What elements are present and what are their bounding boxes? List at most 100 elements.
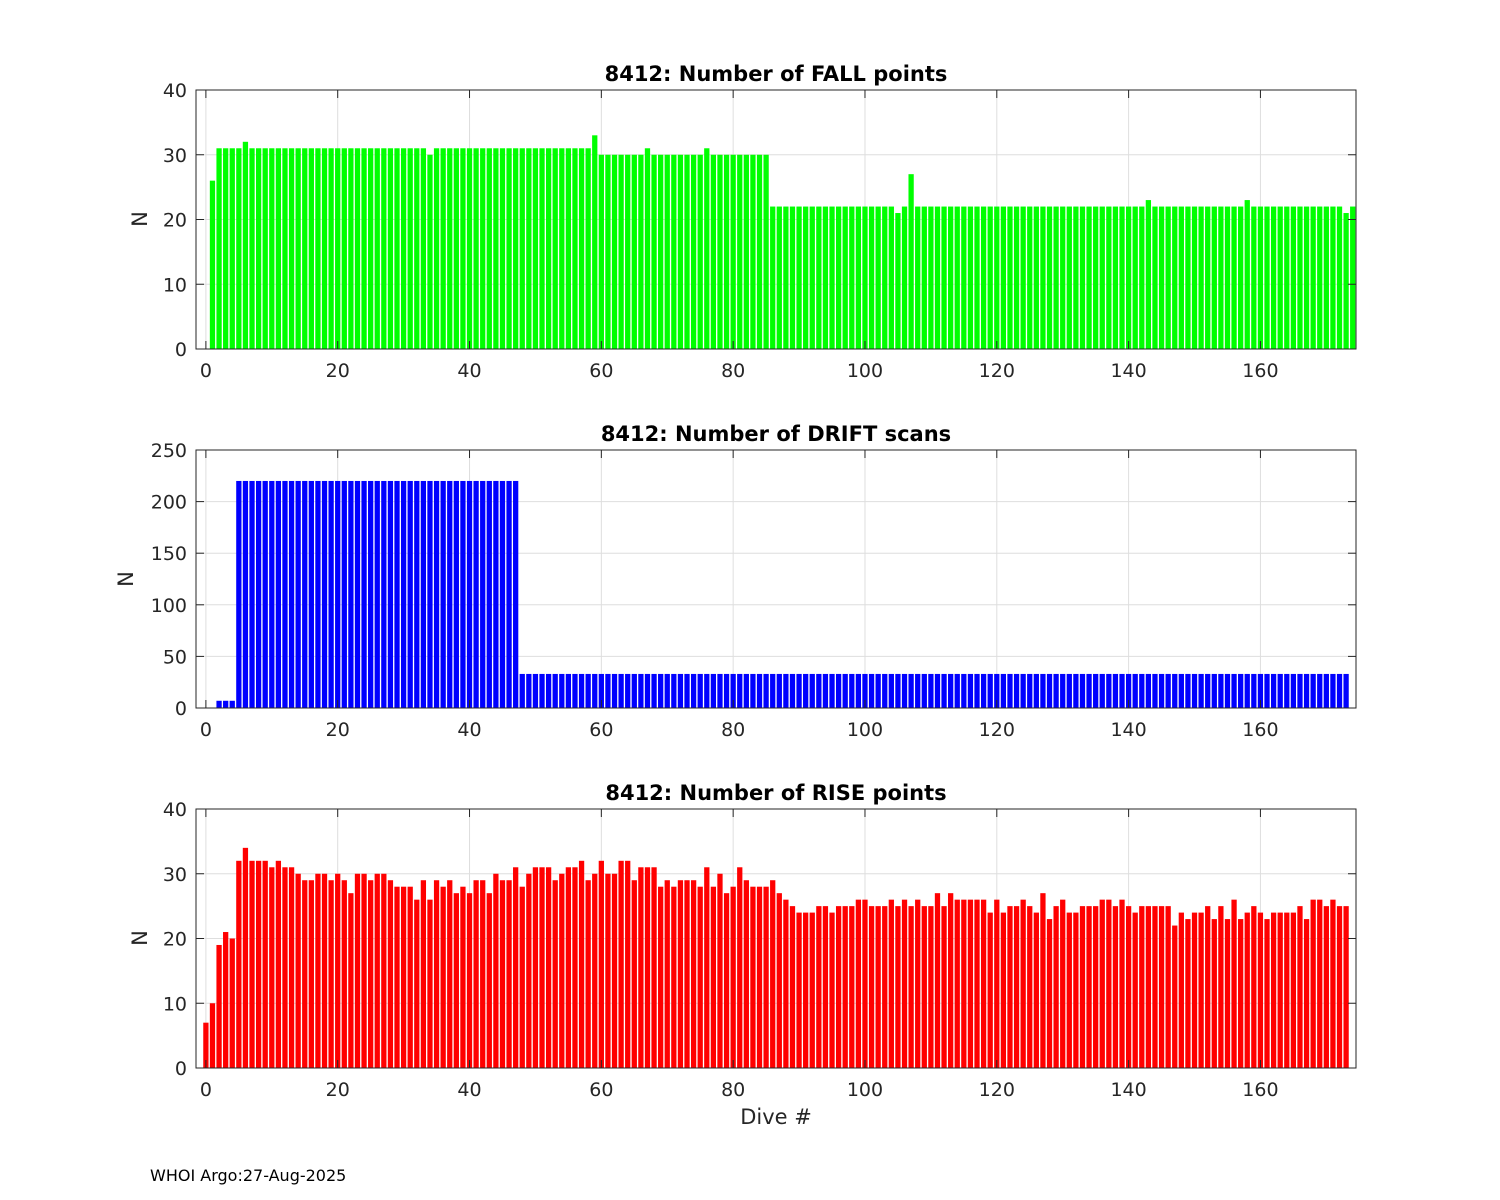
fall-bar: [1238, 206, 1244, 349]
drift-bar: [684, 673, 690, 708]
fall-bar: [288, 148, 295, 349]
drift-bar: [1191, 673, 1198, 708]
rise-bar: [625, 860, 631, 1068]
fall-bar: [1066, 206, 1072, 349]
drift-bar: [519, 673, 525, 708]
rise-bar: [723, 893, 730, 1068]
rise-bar: [888, 899, 894, 1068]
rise-bar: [361, 873, 367, 1068]
drift-bar: [1093, 673, 1099, 708]
fall-bar: [480, 148, 486, 349]
fall-bar: [1172, 206, 1178, 349]
rise-bar: [994, 899, 1000, 1068]
rise-bar: [348, 893, 354, 1068]
drift-bar: [605, 673, 611, 708]
drift-bar: [677, 673, 684, 708]
drift-bar: [1125, 673, 1132, 708]
rise-bar: [499, 880, 506, 1068]
rise-bar: [460, 886, 466, 1068]
drift-bar: [1224, 673, 1231, 708]
fall-bar: [697, 154, 703, 349]
fall-x-tick-label: 140: [1110, 360, 1146, 382]
rise-bar: [1158, 906, 1165, 1068]
drift-bar: [783, 673, 789, 708]
drift-bar: [1066, 673, 1072, 708]
fall-bar: [1132, 206, 1138, 349]
fall-bar: [236, 148, 242, 349]
drift-bar: [921, 673, 927, 708]
drift-bar: [710, 673, 717, 708]
rise-bar: [816, 906, 822, 1068]
drift-bar: [816, 673, 822, 708]
rise-bar: [447, 880, 453, 1068]
drift-bar: [658, 673, 664, 708]
fall-bar: [816, 206, 822, 349]
rise-bar: [1198, 912, 1204, 1068]
fall-y-axis-label: N: [128, 211, 152, 227]
rise-bar: [565, 867, 572, 1068]
drift-bar: [1336, 673, 1343, 708]
fall-bar: [368, 148, 374, 349]
fall-bar: [1093, 206, 1099, 349]
fall-bar: [737, 154, 743, 349]
fall-bar: [928, 206, 934, 349]
fall-bar: [1343, 213, 1349, 349]
rise-bar: [1323, 906, 1329, 1068]
fall-bar: [980, 206, 987, 349]
drift-bar: [506, 480, 512, 708]
rise-bar: [1244, 912, 1250, 1068]
drift-bar: [625, 673, 631, 708]
fall-x-tick-label: 160: [1242, 360, 1278, 382]
drift-bar: [440, 480, 446, 708]
rise-bar: [638, 867, 644, 1068]
fall-bar: [1000, 206, 1007, 349]
fall-bar: [295, 148, 301, 349]
drift-bar: [697, 673, 703, 708]
drift-x-tick-label: 140: [1110, 719, 1146, 741]
rise-bar: [578, 860, 585, 1068]
fall-bar: [1198, 206, 1204, 349]
fall-bar: [631, 154, 637, 349]
drift-bar: [934, 673, 941, 708]
drift-y-tick-label: 50: [163, 646, 187, 668]
drift-y-tick-label: 250: [151, 440, 187, 462]
drift-bar: [420, 480, 427, 708]
fall-bar: [486, 148, 492, 349]
fall-bar: [987, 206, 993, 349]
rise-bar: [545, 867, 552, 1068]
rise-bar: [308, 880, 314, 1068]
drift-bar: [1099, 673, 1105, 708]
drift-bar: [1040, 673, 1046, 708]
drift-bar: [1132, 673, 1138, 708]
fall-bar: [565, 148, 572, 349]
fall-bar: [644, 148, 651, 349]
drift-bar: [1152, 673, 1158, 708]
rise-bar: [242, 847, 249, 1068]
rise-bar: [1093, 906, 1099, 1068]
fall-bar: [1303, 206, 1310, 349]
drift-bar: [776, 673, 782, 708]
drift-bar: [394, 480, 400, 708]
drift-bar: [1046, 673, 1053, 708]
drift-bar: [1000, 673, 1007, 708]
fall-bar: [1323, 206, 1329, 349]
drift-bar: [644, 673, 651, 708]
rise-bar: [1079, 906, 1086, 1068]
rise-bar: [671, 886, 677, 1068]
rise-bar: [1218, 906, 1224, 1068]
rise-bar: [1066, 912, 1072, 1068]
fall-bar: [723, 154, 730, 349]
fall-bar: [1013, 206, 1020, 349]
fall-bar: [974, 206, 980, 349]
rise-bar: [466, 893, 473, 1068]
fall-bar: [1310, 206, 1316, 349]
rise-bar: [868, 906, 875, 1068]
drift-bar: [308, 480, 314, 708]
rise-bar: [262, 860, 268, 1068]
drift-bar: [1290, 673, 1297, 708]
rise-bar: [407, 886, 413, 1068]
rise-bar: [651, 867, 657, 1068]
drift-bar: [1106, 673, 1112, 708]
drift-bar: [427, 480, 433, 708]
drift-bar: [1033, 673, 1039, 708]
